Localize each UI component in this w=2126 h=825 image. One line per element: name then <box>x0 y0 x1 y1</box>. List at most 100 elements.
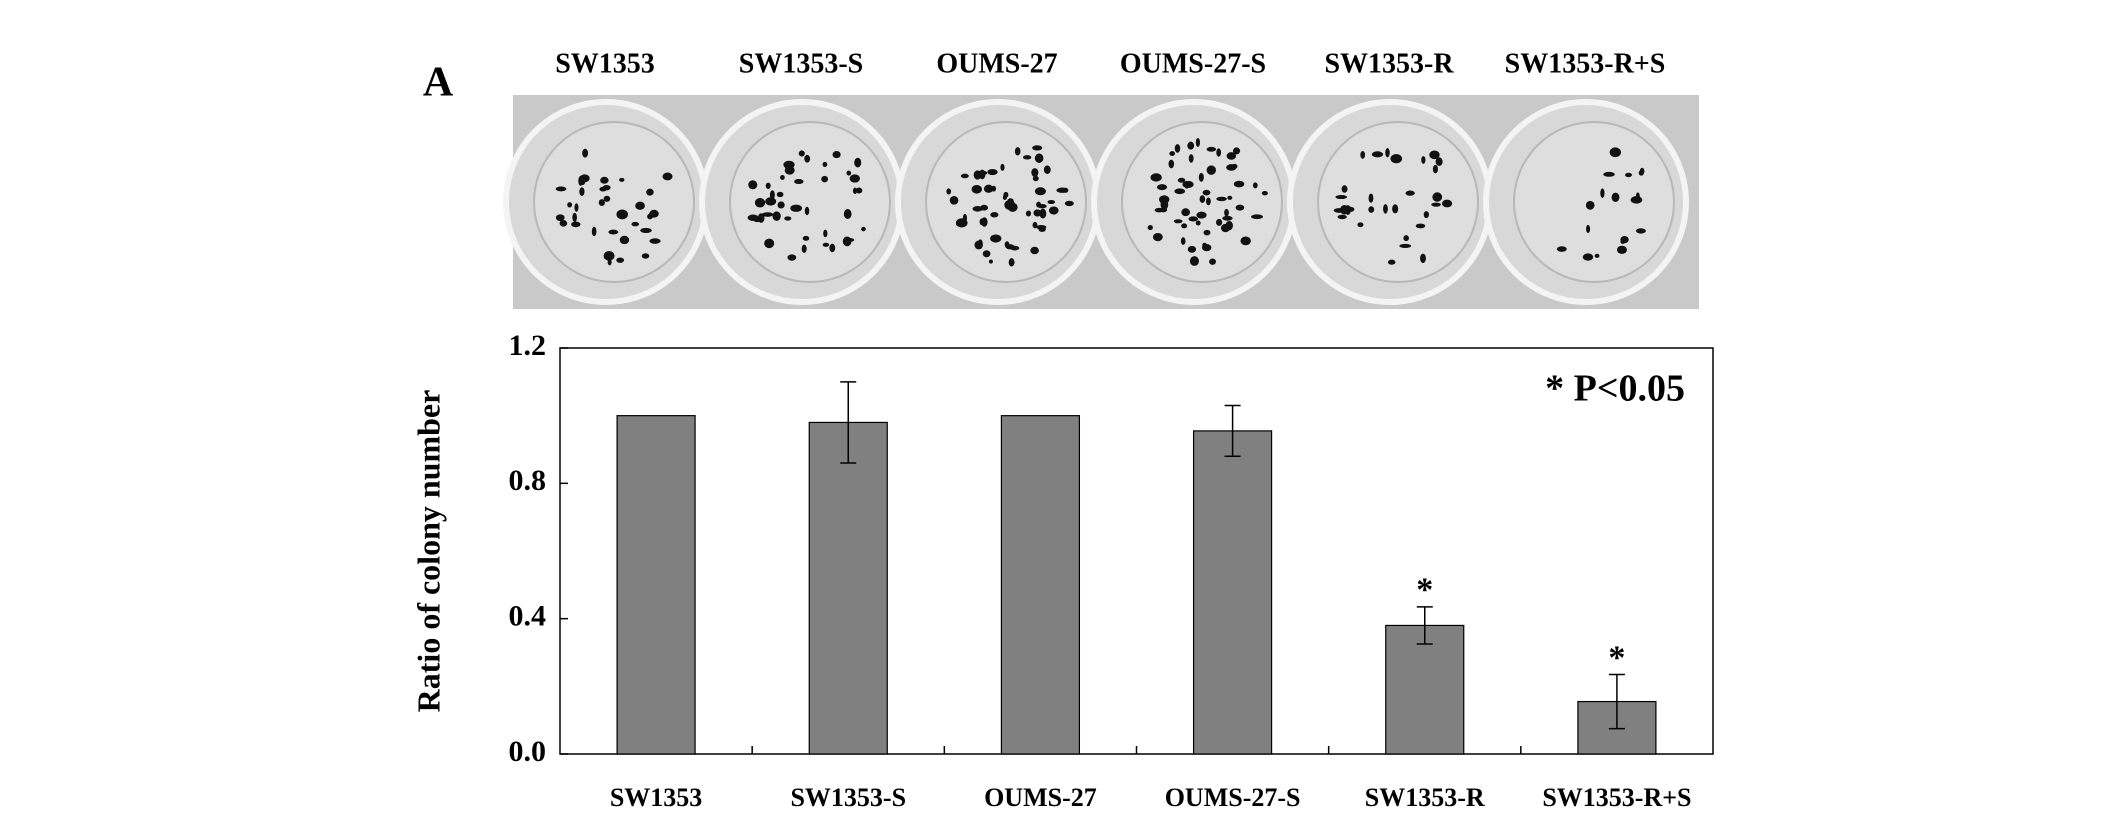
colony <box>1206 197 1211 206</box>
photo-label: OUMS-27-S <box>1120 48 1266 79</box>
colony <box>855 187 863 194</box>
colony <box>1062 187 1069 193</box>
colony <box>1594 253 1600 258</box>
colony <box>765 182 771 189</box>
photo-label: SW1353-R <box>1324 48 1454 79</box>
colony <box>578 175 584 186</box>
colony <box>1227 195 1233 200</box>
colony <box>1177 177 1186 183</box>
colony <box>1420 253 1426 264</box>
colony <box>1371 151 1384 158</box>
colony <box>1432 164 1438 174</box>
colony <box>1203 229 1211 236</box>
bar <box>1192 430 1273 755</box>
colony <box>603 195 611 202</box>
colony <box>1031 168 1039 177</box>
colony <box>1635 228 1646 234</box>
colony <box>1184 183 1189 189</box>
plot-frame <box>559 347 1714 755</box>
colony <box>1154 207 1165 213</box>
colony <box>1022 155 1032 160</box>
colony <box>1156 184 1168 191</box>
colony <box>962 213 968 223</box>
colony <box>1224 208 1229 217</box>
colony <box>591 226 597 237</box>
colony <box>1586 224 1591 233</box>
well-inner <box>533 121 695 283</box>
colony <box>990 234 1002 243</box>
colony <box>1635 192 1640 202</box>
colony <box>849 174 860 183</box>
colony <box>1335 195 1348 200</box>
colony <box>843 209 852 219</box>
colony <box>559 219 568 227</box>
x-tick-label: SW1353-S <box>790 783 906 812</box>
colony <box>1000 163 1005 171</box>
bar <box>808 421 888 755</box>
colony <box>1036 201 1042 208</box>
colony <box>972 206 983 212</box>
colony <box>1199 195 1206 203</box>
colony <box>1435 157 1443 166</box>
colony <box>1337 214 1347 220</box>
colony <box>647 213 653 220</box>
colony <box>1600 188 1605 198</box>
colony <box>649 238 661 244</box>
colony <box>1039 208 1047 219</box>
colony <box>1195 220 1201 226</box>
colony <box>1007 198 1014 205</box>
colony <box>854 157 862 168</box>
colony <box>1196 211 1207 219</box>
colony <box>1048 206 1059 215</box>
colony <box>982 250 991 258</box>
colony <box>555 214 565 222</box>
colony <box>607 259 612 266</box>
colony <box>619 177 625 182</box>
colony <box>1415 223 1426 229</box>
colony <box>776 191 784 198</box>
colony <box>802 235 810 241</box>
colony <box>1033 209 1042 217</box>
colony <box>1173 219 1183 224</box>
colony <box>600 176 609 184</box>
colony <box>1003 191 1009 198</box>
colony <box>1368 206 1375 213</box>
colony <box>983 184 994 193</box>
bar <box>1385 624 1465 755</box>
colony <box>1240 236 1251 246</box>
colony <box>1206 165 1216 175</box>
well-inner <box>1513 121 1675 283</box>
colony <box>1423 211 1429 219</box>
well-inner <box>729 121 891 283</box>
colony <box>764 238 775 249</box>
colony <box>1368 193 1374 203</box>
colony <box>1174 188 1186 195</box>
colony <box>1432 192 1443 202</box>
colony <box>1209 258 1216 265</box>
colony <box>555 186 567 192</box>
colony <box>1252 182 1258 189</box>
colony <box>804 154 811 163</box>
colony <box>1360 151 1366 159</box>
colony <box>946 188 952 195</box>
colony <box>1152 232 1163 242</box>
colony <box>829 243 836 253</box>
colony <box>1047 200 1056 205</box>
y-tick-label: 0.4 <box>509 600 547 633</box>
colony <box>1233 180 1245 188</box>
colony <box>1582 253 1594 261</box>
colony <box>1216 218 1223 226</box>
colony <box>1043 165 1051 174</box>
annotation: * P<0.05 <box>1545 368 1685 410</box>
colony <box>571 221 581 228</box>
colony <box>777 201 785 209</box>
colony <box>960 173 969 179</box>
colony <box>804 206 810 216</box>
colony <box>619 235 630 245</box>
colony <box>603 250 615 261</box>
colony <box>753 217 761 223</box>
colony <box>976 170 988 176</box>
colony <box>1609 147 1621 158</box>
colony <box>1620 239 1626 244</box>
colony <box>784 216 792 221</box>
